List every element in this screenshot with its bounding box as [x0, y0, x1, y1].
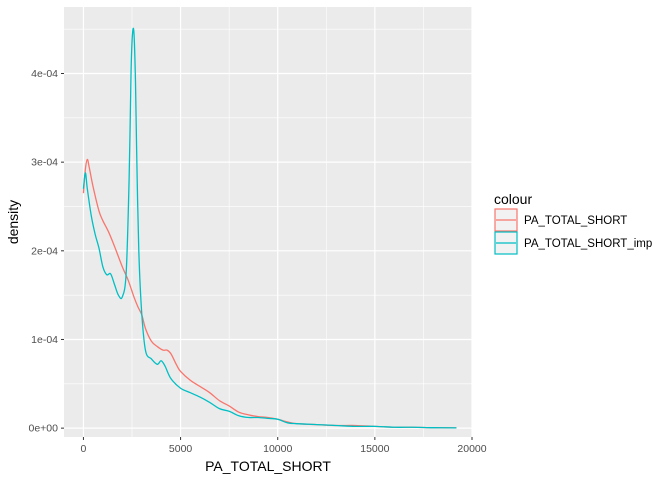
- x-tick-label: 10000: [263, 443, 292, 455]
- x-axis-title: PA_TOTAL_SHORT: [205, 458, 331, 474]
- panel-background: [64, 7, 472, 437]
- x-tick-label: 20000: [457, 443, 486, 455]
- y-tick-label: 3e-04: [31, 157, 58, 169]
- legend-title: colour: [494, 191, 532, 207]
- y-tick-label: 0e+00: [29, 423, 59, 435]
- series-line-pa-total-short-imp: [82, 27, 457, 429]
- minor-grid: [64, 7, 472, 437]
- legend: colour PA_TOTAL_SHORT PA_TOTAL_SHORT_imp: [494, 191, 652, 255]
- legend-label: PA_TOTAL_SHORT_imp: [524, 238, 652, 250]
- x-tick-label: 15000: [360, 443, 389, 455]
- x-tick-label: 0: [81, 443, 87, 455]
- y-axis-ticks: 0e+00 1e-04 2e-04 3e-04 4e-04: [29, 68, 64, 435]
- legend-label: PA_TOTAL_SHORT: [524, 215, 627, 227]
- series-lines: [82, 27, 457, 429]
- x-tick-label: 5000: [169, 443, 193, 455]
- x-axis-ticks: 0 5000 10000 15000 20000: [81, 437, 487, 455]
- y-axis-title: density: [5, 200, 21, 244]
- y-tick-label: 4e-04: [31, 68, 58, 80]
- major-grid: [64, 7, 473, 437]
- y-tick-label: 1e-04: [31, 334, 58, 346]
- y-tick-label: 2e-04: [31, 245, 58, 257]
